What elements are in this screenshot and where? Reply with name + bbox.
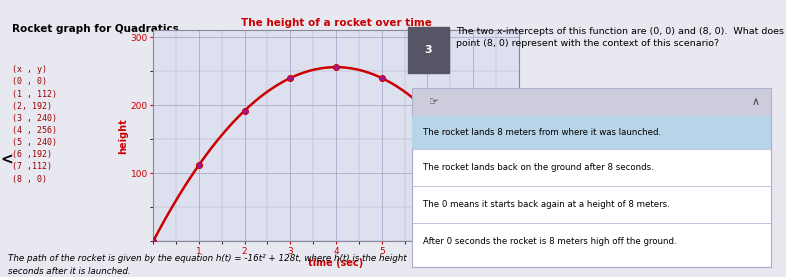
Text: The path of the rocket is given by the equation h(t) = -16t² + 128t, where h(t) : The path of the rocket is given by the e… (8, 254, 406, 276)
Point (421, 108, 434, 113)
FancyBboxPatch shape (412, 116, 771, 149)
Text: The two x-intercepts of this function are (0, 0) and (8, 0).  What does the
poin: The two x-intercepts of this function ar… (456, 27, 786, 48)
Point (376, 76, 388, 80)
Text: The rocket lands 8 meters from where it was launched.: The rocket lands 8 meters from where it … (423, 128, 661, 137)
Text: The 0 means it starts back again at a height of 8 meters.: The 0 means it starts back again at a he… (423, 200, 670, 209)
Text: The rocket lands back on the ground after 8 seconds.: The rocket lands back on the ground afte… (423, 163, 653, 172)
Text: Rocket graph for Quadratics: Rocket graph for Quadratics (12, 24, 178, 35)
Text: After 0 seconds the rocket is 8 meters high off the ground.: After 0 seconds the rocket is 8 meters h… (423, 237, 677, 246)
Text: < ||| >: < ||| > (586, 257, 617, 266)
Point (512, 239, 525, 243)
Point (147, 239, 160, 243)
FancyBboxPatch shape (408, 27, 449, 73)
Point (238, 108, 251, 113)
Point (193, 163, 205, 167)
Point (330, 65, 343, 69)
FancyBboxPatch shape (412, 88, 771, 266)
Text: 3: 3 (424, 45, 432, 55)
FancyBboxPatch shape (412, 88, 771, 116)
Text: ☞: ☞ (429, 97, 439, 107)
Point (284, 76, 296, 80)
Y-axis label: height: height (118, 118, 127, 154)
X-axis label: time (sec): time (sec) (308, 258, 364, 268)
Point (467, 163, 479, 167)
Text: (x , y)
(0 , 0)
(1 , 112)
(2, 192)
(3 , 240)
(4 , 256)
(5 , 240)
(6 ,192)
(7 ,11: (x , y) (0 , 0) (1 , 112) (2, 192) (3 , … (12, 65, 57, 184)
Text: <: < (0, 152, 13, 167)
Title: The height of a rocket over time: The height of a rocket over time (241, 18, 432, 28)
Text: ∧: ∧ (752, 97, 760, 107)
